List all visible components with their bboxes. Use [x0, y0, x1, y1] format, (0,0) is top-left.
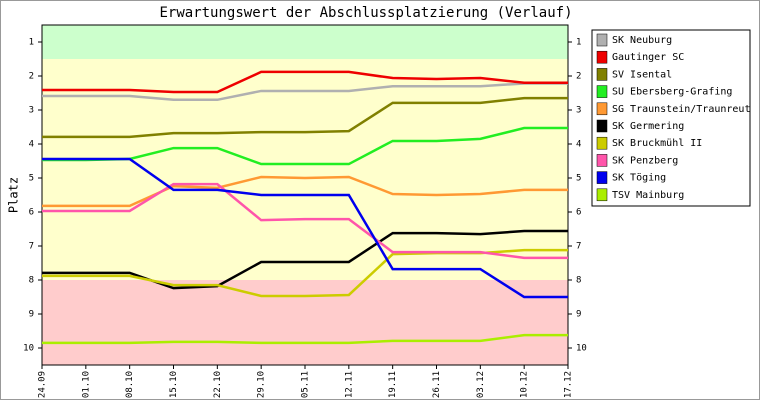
legend-label: SK Töging — [612, 173, 666, 184]
series-line — [42, 82, 568, 102]
y-tick-label: 7 — [576, 242, 581, 252]
y-tick-label: 8 — [576, 276, 581, 286]
series-line — [42, 175, 568, 208]
x-tick-label: 12.11 — [344, 371, 354, 398]
y-tick-label: 8 — [29, 276, 34, 286]
y-tick-label: 5 — [29, 174, 34, 184]
x-tick-label: 26.11 — [432, 371, 442, 398]
y-tick-label: 3 — [29, 106, 34, 116]
y-tick-label: 9 — [576, 310, 581, 320]
legend-swatch — [596, 171, 608, 184]
y-tick-label: 5 — [576, 174, 581, 184]
x-tick-label: 15.10 — [169, 371, 179, 398]
y-tick-label: 3 — [576, 106, 581, 116]
legend-label: SK Neuburg — [612, 35, 672, 46]
x-tick-label: 05.11 — [301, 371, 311, 398]
legend-label: SU Ebersberg-Grafing — [612, 87, 732, 98]
x-tick-label: 01.10 — [81, 371, 91, 398]
x-tick-label: 08.10 — [125, 371, 135, 398]
legend-label: SK Penzberg — [612, 155, 678, 166]
y-tick-label: 10 — [23, 344, 34, 354]
legend-swatch — [596, 50, 608, 64]
y-tick-label: 1 — [576, 38, 581, 48]
legend-swatch — [596, 188, 608, 202]
legend-label: SV Isental — [612, 69, 672, 80]
legend-swatch — [596, 68, 608, 81]
legend-swatch — [596, 33, 608, 47]
legend-swatch — [596, 85, 608, 98]
y-tick-label: 2 — [29, 72, 34, 82]
legend-swatch — [596, 119, 608, 133]
x-tick-label: 10.12 — [520, 371, 530, 398]
band — [42, 25, 568, 59]
series-line — [42, 96, 568, 139]
y-tick-label: 4 — [29, 140, 34, 150]
legend-label: SK Bruckmühl II — [612, 138, 702, 149]
legend-label: Gautinger SC — [612, 52, 684, 63]
x-tick-label: 17.12 — [564, 371, 574, 398]
x-tick-label: 19.11 — [388, 371, 398, 398]
x-tick-label: 22.10 — [213, 371, 223, 398]
y-tick-label: 9 — [29, 310, 34, 320]
series-line — [42, 70, 568, 94]
legend-swatch — [596, 102, 608, 116]
x-tick-label: 29.10 — [257, 371, 267, 398]
legend-label: TSV Mainburg — [612, 190, 684, 201]
y-axis-label: Platz — [7, 177, 21, 213]
series-line — [42, 229, 568, 290]
legend-swatch — [596, 136, 608, 150]
y-tick-label: 7 — [29, 242, 34, 252]
y-tick-label: 6 — [576, 208, 581, 218]
series-line — [42, 182, 568, 260]
series-line — [42, 157, 568, 299]
series-line — [42, 333, 568, 345]
legend-label: SG Traunstein/Traunreut — [612, 104, 750, 115]
y-tick-label: 1 — [29, 38, 34, 48]
y-tick-label: 2 — [576, 72, 581, 82]
x-tick-label: 03.12 — [476, 371, 486, 398]
chart-title: Erwartungswert der Abschlussplatzierung … — [159, 5, 572, 21]
y-tick-label: 10 — [576, 344, 587, 354]
x-tick-label: 24.09 — [38, 371, 48, 398]
y-tick-label: 6 — [29, 208, 34, 218]
legend-box — [591, 29, 751, 207]
band — [42, 280, 568, 365]
legend-label: SK Germering — [612, 121, 684, 132]
y-tick-label: 4 — [576, 140, 581, 150]
legend-swatch — [596, 154, 608, 167]
